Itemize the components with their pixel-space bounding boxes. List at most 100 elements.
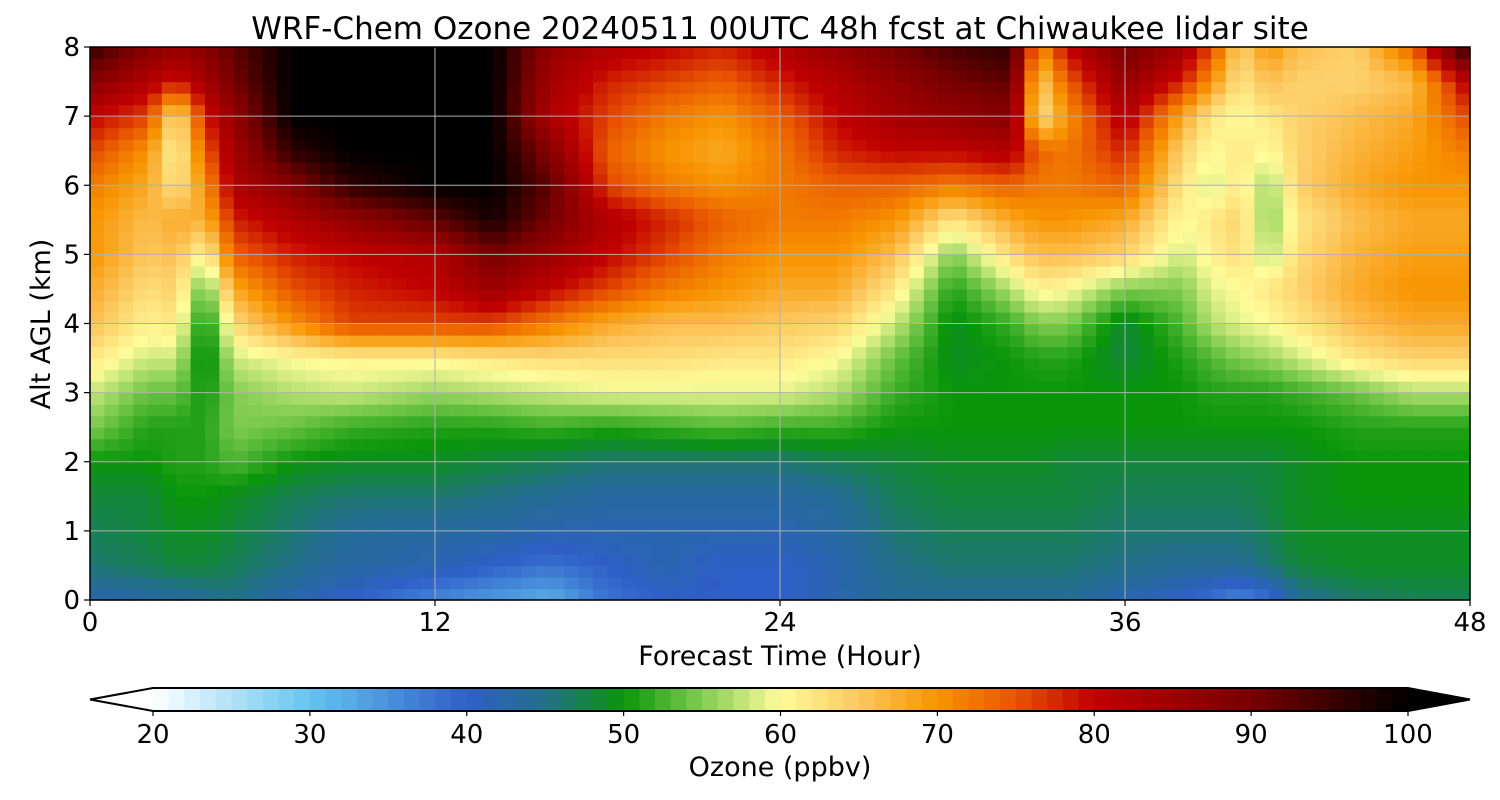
heatmap-cell (363, 173, 379, 186)
heatmap-cell (262, 311, 278, 325)
colorbar-tick-label: 80 (1078, 720, 1111, 750)
heatmap-cell (636, 300, 652, 313)
heatmap-cell (535, 335, 551, 348)
heatmap-cell (535, 219, 551, 232)
heatmap-cell (1455, 369, 1471, 382)
heatmap-cell (679, 473, 695, 486)
heatmap-cell (1412, 288, 1428, 302)
heatmap-cell (1369, 47, 1385, 60)
heatmap-cell (578, 335, 594, 348)
heatmap-cell (1311, 473, 1327, 486)
colorbar-swatch (1157, 688, 1174, 711)
heatmap-cell (722, 150, 738, 163)
heatmap-cell (1369, 173, 1385, 186)
colorbar-swatch (341, 688, 358, 711)
heatmap-cell (205, 496, 220, 509)
heatmap-cell (837, 381, 853, 394)
heatmap-cell (952, 219, 968, 232)
heatmap-cell (1426, 104, 1442, 117)
heatmap-cell (276, 288, 292, 302)
heatmap-cell (205, 588, 220, 601)
heatmap-cell (1326, 70, 1342, 83)
heatmap-cell (1096, 219, 1112, 232)
heatmap-cell (1355, 58, 1370, 71)
heatmap-cell (348, 530, 364, 543)
heatmap-cell (147, 104, 163, 117)
heatmap-cell (578, 219, 594, 232)
heatmap-cell (305, 415, 321, 428)
heatmap-cell (837, 461, 853, 474)
heatmap-cell (449, 519, 465, 532)
heatmap-cell (1355, 519, 1370, 532)
heatmap-cell (1010, 185, 1025, 198)
heatmap-cell (161, 346, 177, 359)
heatmap-cell (492, 311, 508, 325)
heatmap-cell (1340, 104, 1356, 117)
heatmap-cell (909, 288, 925, 302)
colorbar-swatch (356, 688, 374, 711)
heatmap-cell (1125, 196, 1140, 209)
heatmap-cell (966, 484, 982, 497)
heatmap-cell (1340, 185, 1356, 198)
heatmap-cell (1225, 323, 1241, 336)
heatmap-cell (334, 162, 350, 175)
heatmap-cell (808, 565, 824, 578)
heatmap-cell (1311, 185, 1327, 198)
heatmap-cell (492, 70, 508, 83)
heatmap-cell (550, 346, 565, 359)
heatmap-cell (1168, 58, 1184, 71)
heatmap-cell (492, 335, 508, 348)
heatmap-cell (118, 300, 134, 313)
heatmap-cell (1153, 323, 1169, 336)
heatmap-cell (1081, 58, 1097, 71)
heatmap-cell (1168, 139, 1184, 152)
heatmap-cell (1240, 242, 1255, 255)
heatmap-cell (276, 381, 292, 394)
heatmap-cell (133, 496, 149, 509)
heatmap-cell (1053, 58, 1069, 71)
heatmap-cell (133, 450, 149, 463)
heatmap-cell (1311, 150, 1327, 163)
heatmap-cell (837, 139, 853, 152)
heatmap-cell (938, 127, 954, 140)
heatmap-cell (391, 70, 407, 83)
heatmap-cell (708, 461, 724, 474)
heatmap-cell (995, 335, 1011, 348)
heatmap-cell (780, 277, 795, 290)
heatmap-cell (1024, 553, 1040, 567)
heatmap-cell (679, 576, 695, 590)
heatmap-cell (1240, 196, 1255, 209)
heatmap-cell (550, 104, 565, 117)
heatmap-cell (535, 93, 551, 106)
heatmap-cell (1441, 404, 1457, 417)
heatmap-cell (291, 173, 307, 186)
heatmap-cell (348, 415, 364, 428)
heatmap-cell (895, 219, 910, 232)
heatmap-cell (895, 93, 910, 106)
heatmap-cell (909, 404, 925, 417)
heatmap-cell (1182, 588, 1198, 601)
heatmap-cell (1369, 70, 1385, 83)
heatmap-cell (679, 450, 695, 463)
heatmap-cell (909, 438, 925, 451)
heatmap-cell (995, 300, 1011, 313)
heatmap-cell (995, 311, 1011, 325)
heatmap-cell (190, 450, 206, 463)
heatmap-cell (1283, 265, 1299, 279)
heatmap-cell (593, 461, 609, 474)
heatmap-cell (363, 381, 379, 394)
heatmap-cell (966, 104, 982, 117)
heatmap-cell (1053, 254, 1069, 267)
heatmap-cell (377, 311, 393, 325)
chart-title: WRF-Chem Ozone 20240511 00UTC 48h fcst a… (251, 11, 1309, 47)
heatmap-cell (233, 588, 249, 601)
heatmap-cell (593, 323, 609, 336)
heatmap-cell (90, 507, 105, 520)
heatmap-cell (1283, 484, 1299, 497)
heatmap-cell (607, 58, 623, 71)
heatmap-cell (1455, 300, 1471, 313)
heatmap-cell (981, 450, 997, 463)
heatmap-cell (607, 139, 623, 152)
heatmap-cell (837, 300, 853, 313)
heatmap-cell (593, 139, 609, 152)
